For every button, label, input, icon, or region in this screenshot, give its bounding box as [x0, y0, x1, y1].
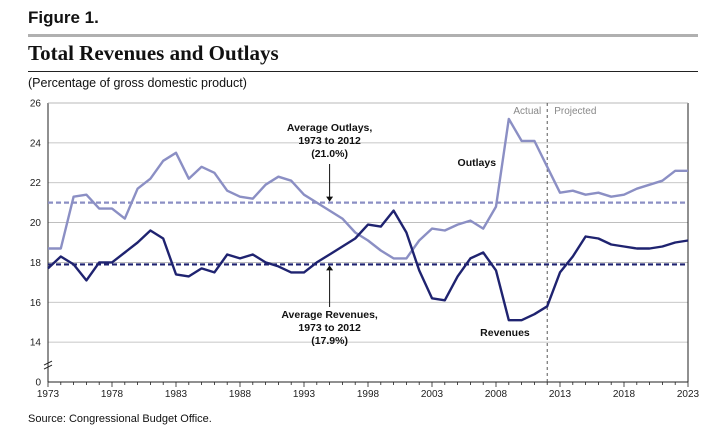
average-outlays-arrowhead [326, 196, 334, 202]
outlays-series-label: Outlays [458, 157, 497, 169]
source-note: Source: Congressional Budget Office. [28, 413, 212, 425]
chart-title: Total Revenues and Outlays [28, 41, 279, 65]
revenues-series-label: Revenues [480, 327, 530, 339]
average-revenues-label: Average Revenues, [281, 309, 378, 321]
x-tick-label: 1983 [165, 389, 188, 400]
annotations: Average Outlays,1973 to 2012(21.0%)Avera… [281, 122, 530, 347]
y-tick-label: 26 [30, 99, 42, 110]
axis-break-mark [43, 364, 53, 370]
reference-lines [48, 201, 688, 266]
average-outlays-label: 1973 to 2012 [298, 135, 361, 147]
y-tick-label: 18 [30, 258, 42, 269]
figure-label: Figure 1. [28, 8, 99, 27]
actual-projected-divider: Actual Projected [513, 103, 596, 382]
x-tick-label: 2013 [549, 389, 572, 400]
axis-break-mark [43, 360, 53, 366]
series-line-outlays [48, 117, 688, 260]
header-rule-thick [28, 34, 698, 37]
x-tick-label: 2023 [677, 389, 700, 400]
gridlines [48, 102, 688, 343]
average-revenues-label: (17.9%) [311, 335, 348, 347]
x-tick-label: 1988 [229, 389, 252, 400]
average-outlays-label: (21.0%) [311, 148, 348, 160]
x-tick-label: 1973 [37, 389, 60, 400]
y-tick-label: 16 [30, 298, 42, 309]
series-line-revenues [47, 209, 689, 322]
y-tick-label: 24 [30, 138, 42, 149]
y-tick-label: 22 [30, 178, 42, 189]
y-tick-label: 14 [30, 338, 42, 349]
average-revenues-arrowhead [326, 265, 334, 271]
y-tick-label: 0 [35, 378, 41, 389]
tick-labels: 0 14 16 18 20 22 24 26 1973 1978 1983 1988 1993 1998 2… [30, 99, 700, 401]
y-tick-label: 20 [30, 218, 42, 229]
header-rule-thin [28, 71, 698, 72]
actual-label: Actual [513, 106, 541, 117]
chart-subtitle: (Percentage of gross domestic product) [28, 76, 247, 90]
x-tick-label: 1993 [293, 389, 316, 400]
x-tick-label: 2008 [485, 389, 508, 400]
x-tick-label: 2018 [613, 389, 636, 400]
average-revenues-label: 1973 to 2012 [298, 322, 361, 334]
projected-label: Projected [554, 106, 596, 117]
x-tick-label: 1998 [357, 389, 380, 400]
axes [43, 102, 689, 387]
series-lines [47, 117, 689, 322]
average-outlays-label: Average Outlays, [287, 122, 372, 134]
x-tick-label: 2003 [421, 389, 444, 400]
x-tick-label: 1978 [101, 389, 124, 400]
